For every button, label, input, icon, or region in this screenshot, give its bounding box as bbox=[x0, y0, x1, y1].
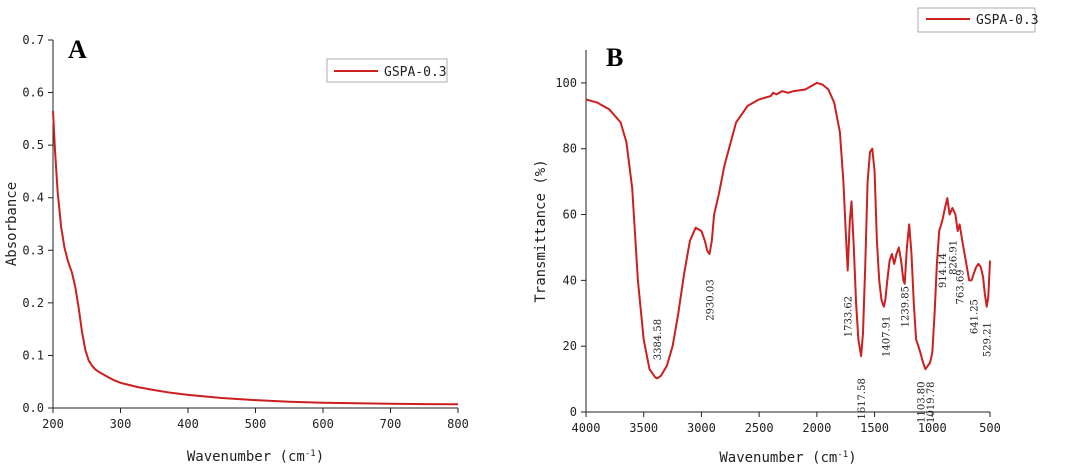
chart-panel-b: 4000 3500 3000 2500 2000 1500 1000 500 0 20 40 60 80… bbox=[533, 7, 1039, 466]
panel-b-y-tick-label: 20 bbox=[563, 339, 577, 353]
panel-a-y-tick-label: 0.0 bbox=[22, 401, 44, 415]
panel-b-y-tick-label: 80 bbox=[563, 142, 577, 156]
panel-b-x-tick-label: 4000 bbox=[572, 421, 601, 435]
panel-a-x-tick-label: 800 bbox=[447, 417, 469, 431]
panel-b-x-tick-label: 3000 bbox=[687, 421, 716, 435]
panel-b-x-tick-label: 2000 bbox=[802, 421, 831, 435]
panel-b-y-tick-label: 40 bbox=[563, 273, 577, 287]
panel-a-x-tick-label: 700 bbox=[380, 417, 402, 431]
panel-b-x-tick-label: 1000 bbox=[918, 421, 947, 435]
panel-b-peak-annotation: 1103.80 bbox=[916, 381, 927, 422]
panel-b-x-tick-label: 3500 bbox=[629, 421, 658, 435]
panel-b-peak-annotation: 1733.62 bbox=[844, 296, 855, 337]
panel-a-y-tick-label: 0.6 bbox=[22, 86, 44, 100]
panel-a-y-tick-label: 0.3 bbox=[22, 243, 44, 257]
panel-a-x-axis-label: Wavenumber (cm-1) bbox=[187, 449, 324, 465]
panel-a-legend-box bbox=[326, 58, 448, 83]
panel-b-series-line bbox=[585, 81, 991, 380]
panel-b-x-tick-label: 500 bbox=[979, 421, 1001, 435]
panel-a-legend-label: GSPA-0.3 bbox=[384, 65, 447, 80]
panel-a-x-tick-label: 600 bbox=[312, 417, 334, 431]
panel-b-peak-annotation: 529.21 bbox=[983, 322, 994, 357]
chart-panel-a: 200 300 400 500 600 700 800 0.0 0.1 0.2 0.3 0.4 0.5 0… bbox=[4, 33, 469, 465]
panel-a-y-tick-label: 0.1 bbox=[22, 348, 44, 362]
panel-b-peak-annotation: 1019.78 bbox=[926, 381, 937, 422]
panel-b-peak-annotation: 1407.91 bbox=[881, 316, 892, 357]
panel-a-x-tick-label: 500 bbox=[245, 417, 267, 431]
panel-b-peak-annotation: 826.91 bbox=[948, 240, 959, 275]
panel-b-y-tick-label: 0 bbox=[570, 405, 577, 419]
panel-b-legend-label: GSPA-0.3 bbox=[976, 13, 1039, 28]
panel-b-y-tick-label: 100 bbox=[555, 76, 577, 90]
panel-b-label: B bbox=[606, 43, 623, 72]
panel-a-y-tick-label: 0.5 bbox=[22, 138, 44, 152]
panel-b-x-axis-label: Wavenumber (cm-1) bbox=[719, 450, 856, 466]
panel-a-y-tick-label: 0.4 bbox=[22, 191, 44, 205]
panel-a-y-axis-label: Absorbance bbox=[4, 182, 20, 266]
panel-b-y-axis-label: Transmittance (%) bbox=[533, 159, 549, 302]
panel-b-peak-annotation: 763.69 bbox=[956, 269, 967, 304]
panel-b-peak-annotation: 3384.58 bbox=[653, 319, 664, 360]
panel-b-peak-annotation: 1239.85 bbox=[901, 286, 912, 327]
panel-b-x-tick-label: 1500 bbox=[860, 421, 889, 435]
panel-a-label: A bbox=[68, 35, 87, 64]
panel-b-x-tick-label: 2500 bbox=[745, 421, 774, 435]
panel-b-y-tick-label: 60 bbox=[563, 208, 577, 222]
panel-b-peak-annotation: 914.14 bbox=[938, 253, 949, 288]
panel-b-peak-annotation: 641.25 bbox=[970, 299, 981, 334]
panel-b-peak-annotation: 1617.58 bbox=[857, 378, 868, 419]
panel-a-y-tick-label: 0.7 bbox=[22, 33, 44, 47]
panel-a-y-tick-label: 0.2 bbox=[22, 296, 44, 310]
panel-a-x-tick-label: 200 bbox=[42, 417, 64, 431]
panel-b-peak-annotation: 2930.03 bbox=[706, 279, 717, 320]
panel-a-x-tick-label: 400 bbox=[177, 417, 199, 431]
panel-a-series-line bbox=[52, 110, 459, 406]
panel-a-x-tick-label: 300 bbox=[110, 417, 132, 431]
